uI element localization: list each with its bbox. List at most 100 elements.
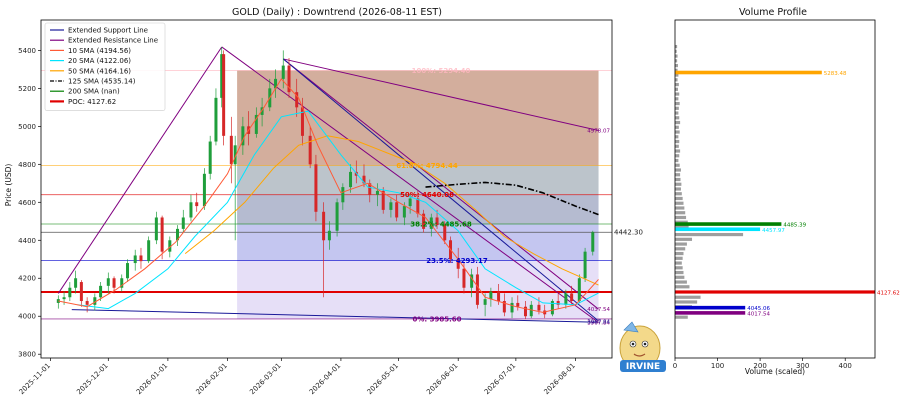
volume-bin-32 <box>675 196 683 201</box>
candle-body-62 <box>462 268 466 288</box>
fib-zone-3 <box>237 224 599 261</box>
volume-bin-19 <box>675 135 679 139</box>
volume-bin-11 <box>675 97 679 101</box>
candle-body-63 <box>470 274 474 288</box>
volume-bin-14 <box>675 111 679 115</box>
volume-bin-13 <box>675 106 679 110</box>
volume-bin-12 <box>675 101 680 106</box>
volume-highlight-bar-3 <box>675 290 875 294</box>
volume-x-tick-label-3: 300 <box>796 362 809 370</box>
current-price-label: 4442.30 <box>614 229 643 237</box>
y-tick-label-5: 4800 <box>18 161 36 169</box>
candle-body-38 <box>300 107 304 136</box>
candle-body-8 <box>106 278 110 286</box>
candle-body-52 <box>395 202 399 218</box>
candle-body-78 <box>570 293 574 302</box>
candle-body-49 <box>375 190 379 195</box>
candle-body-67 <box>497 291 501 302</box>
volume-bin-8 <box>675 82 679 87</box>
candle-body-42 <box>327 230 331 241</box>
volume-x-tick-label-0: 0 <box>673 362 677 370</box>
x-tick-label-0: 2025-11-01 <box>18 362 52 396</box>
candle-body-47 <box>362 175 366 184</box>
volume-bin-23 <box>675 154 680 158</box>
candle-body-32 <box>260 107 264 115</box>
candle-body-48 <box>368 183 372 195</box>
volume-bin-18 <box>675 130 680 134</box>
candle-body-50 <box>381 190 385 210</box>
fib-label-1: 61.8%: 4794.44 <box>396 162 458 170</box>
candle-body-11 <box>126 263 130 279</box>
volume-x-tick-label-4: 400 <box>839 362 852 370</box>
candle-body-64 <box>475 274 479 305</box>
volume-bin-28 <box>675 177 681 182</box>
volume-bin-9 <box>675 87 678 91</box>
candle-body-15 <box>154 217 158 241</box>
candle-body-58 <box>435 217 439 226</box>
candle-body-6 <box>93 297 97 305</box>
volume-highlight-bar-4 <box>675 305 746 310</box>
volume-bin-10 <box>675 92 680 96</box>
volume-bin-51 <box>675 295 701 299</box>
candle-body-36 <box>287 65 291 93</box>
candle-body-29 <box>241 126 245 146</box>
x-tick-label-4: 2026-03-01 <box>248 362 282 396</box>
support-line <box>71 309 599 323</box>
candle-body-2 <box>68 287 72 298</box>
sma10-line <box>58 78 599 313</box>
y-tick-label-4: 4600 <box>18 199 36 207</box>
fib-zone-4 <box>237 260 599 319</box>
volume-highlight-label-3: 4127.62 <box>877 290 900 296</box>
candle-body-24 <box>214 97 218 142</box>
candle-body-16 <box>160 217 164 252</box>
x-tick-label-8: 2026-07-01 <box>483 362 517 396</box>
candle-body-7 <box>99 285 103 298</box>
volume-highlight-label-5: 4017.54 <box>747 311 770 317</box>
volume-highlight-bar-5 <box>675 311 746 315</box>
volume-bin-15 <box>675 116 680 120</box>
volume-bin-6 <box>675 73 679 77</box>
main-clipped-group <box>41 46 612 323</box>
volume-bin-45 <box>675 261 682 265</box>
volume-bin-41 <box>675 242 687 246</box>
candle-body-40 <box>314 164 318 212</box>
volume-bin-2 <box>675 54 678 58</box>
fib-zone-0 <box>237 70 599 166</box>
candle-body-41 <box>322 211 326 241</box>
y-tick-label-2: 4200 <box>18 275 36 283</box>
candle-body-45 <box>349 171 353 188</box>
sma50-line <box>184 135 599 286</box>
sma20-line <box>77 110 599 310</box>
y-tick-label-7: 5200 <box>18 85 36 93</box>
legend-label-3: 20 SMA (4122.06) <box>68 57 131 65</box>
candle-body-61 <box>456 259 460 269</box>
mascot-logo: IRVINE <box>619 321 666 372</box>
candle-body-22 <box>202 173 206 207</box>
volume-profile-frame <box>674 19 876 359</box>
candle-body-79 <box>577 278 581 302</box>
volume-highlight-bar-0 <box>675 70 822 75</box>
x-tick-label-1: 2025-12-01 <box>75 362 109 396</box>
candle-body-12 <box>133 255 137 264</box>
candle-body-20 <box>189 202 193 218</box>
candle-body-28 <box>233 145 237 165</box>
legend-label-4: 50 SMA (4164.16) <box>68 67 131 75</box>
candle-body-55 <box>416 198 420 214</box>
volume-bin-38 <box>675 225 689 229</box>
candle-body-13 <box>139 255 143 262</box>
main-chart-legend: Extended Support Line Extended Resistance… <box>44 22 166 111</box>
candle-body-14 <box>147 240 151 262</box>
candle-body-5 <box>85 301 89 305</box>
candle-body-65 <box>483 299 487 305</box>
legend-label-0: Extended Support Line <box>68 27 148 35</box>
volume-bin-42 <box>675 247 686 251</box>
candle-body-81 <box>591 232 595 252</box>
candle-body-70 <box>516 302 520 307</box>
candle-body-76 <box>556 301 560 305</box>
candle-body-44 <box>341 187 345 203</box>
x-tick-label-2: 2026-01-01 <box>135 362 169 396</box>
candle-body-53 <box>402 206 406 218</box>
fib-label-4: 23.5%: 4293.17 <box>426 257 488 265</box>
candle-body-39 <box>308 135 312 165</box>
